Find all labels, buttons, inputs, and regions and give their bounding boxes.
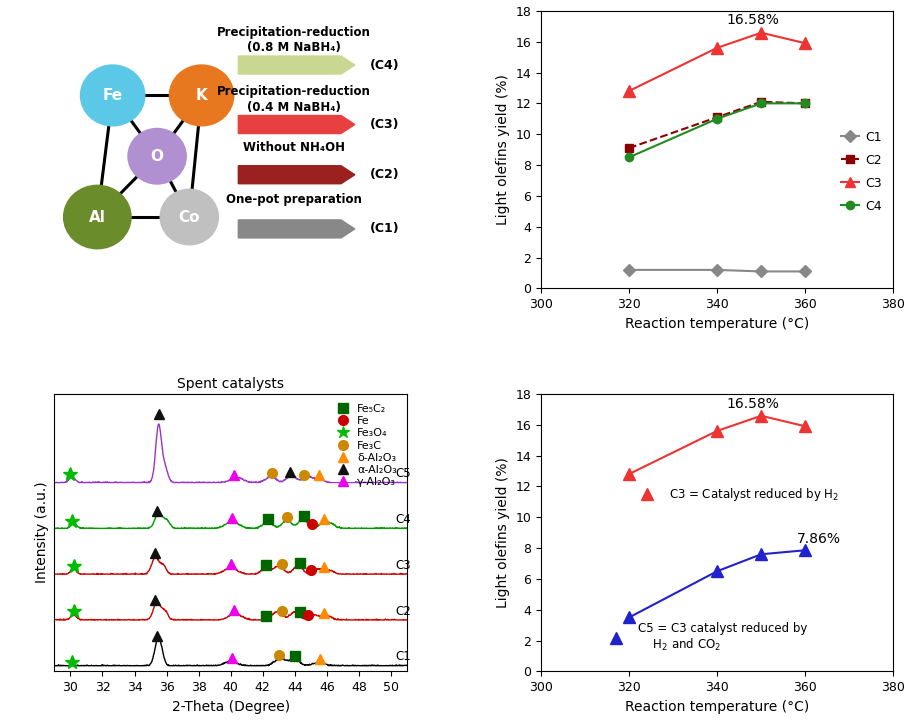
- Text: C4: C4: [395, 513, 412, 526]
- Ellipse shape: [161, 189, 219, 245]
- C4: [624, 153, 635, 162]
- Line: C3: C3: [623, 27, 811, 97]
- Text: (C3): (C3): [370, 118, 400, 131]
- Legend: C1, C2, C3, C4: C1, C2, C3, C4: [835, 126, 887, 218]
- Ellipse shape: [170, 65, 234, 126]
- Text: C1: C1: [395, 651, 412, 664]
- C1: [800, 267, 811, 276]
- Text: C5: C5: [395, 467, 412, 480]
- Ellipse shape: [128, 129, 186, 184]
- Ellipse shape: [63, 186, 131, 249]
- C3: [800, 39, 811, 48]
- Line: C4: C4: [625, 99, 809, 162]
- C3: [712, 43, 723, 52]
- X-axis label: 2-Theta (Degree): 2-Theta (Degree): [171, 700, 289, 714]
- X-axis label: Reaction temperature (°C): Reaction temperature (°C): [625, 700, 809, 714]
- Text: (C1): (C1): [370, 222, 400, 235]
- FancyArrow shape: [239, 220, 355, 238]
- Text: (0.4 M NaBH₄): (0.4 M NaBH₄): [247, 101, 340, 114]
- C2: [800, 99, 811, 108]
- C2: [712, 113, 723, 121]
- Text: 16.58%: 16.58%: [726, 13, 779, 27]
- Title: Spent catalysts: Spent catalysts: [177, 378, 284, 391]
- C4: [800, 99, 811, 108]
- Text: C2: C2: [395, 604, 412, 617]
- Text: C5 = C3 catalyst reduced by
    H$_2$ and CO$_2$: C5 = C3 catalyst reduced by H$_2$ and CO…: [638, 622, 807, 653]
- C1: [712, 266, 723, 274]
- Y-axis label: Light olefins yield (%): Light olefins yield (%): [496, 74, 510, 225]
- FancyArrow shape: [239, 56, 355, 74]
- C2: [624, 144, 635, 152]
- Text: 7.86%: 7.86%: [796, 531, 841, 546]
- Text: (C4): (C4): [370, 58, 400, 71]
- Text: K: K: [196, 88, 208, 103]
- Text: C3 = Catalyst reduced by H$_2$: C3 = Catalyst reduced by H$_2$: [668, 486, 839, 503]
- Y-axis label: Light olefins yield (%): Light olefins yield (%): [496, 457, 510, 608]
- Text: O: O: [151, 149, 163, 164]
- C4: [712, 115, 723, 123]
- Text: (0.8 M NaBH₄): (0.8 M NaBH₄): [247, 41, 340, 54]
- Text: Without NH₄OH: Without NH₄OH: [242, 141, 345, 154]
- Line: C1: C1: [625, 266, 809, 276]
- C4: [756, 99, 766, 108]
- C2: [756, 97, 766, 106]
- FancyArrow shape: [239, 116, 355, 134]
- C3: [756, 28, 766, 37]
- C3: [624, 87, 635, 95]
- Text: C3: C3: [395, 559, 412, 572]
- C1: [756, 267, 766, 276]
- Text: 16.58%: 16.58%: [726, 397, 779, 411]
- Text: (C2): (C2): [370, 168, 400, 181]
- Text: Al: Al: [89, 209, 106, 225]
- Text: One-pot preparation: One-pot preparation: [226, 193, 362, 206]
- Text: Precipitation-reduction: Precipitation-reduction: [217, 85, 370, 98]
- Legend: Fe₅C₂, Fe, Fe₃O₄, Fe₃C, δ-Al₂O₃, α-Al₂O₃, γ-Al₂O₃: Fe₅C₂, Fe, Fe₃O₄, Fe₃C, δ-Al₂O₃, α-Al₂O₃…: [327, 399, 402, 492]
- FancyArrow shape: [239, 166, 355, 183]
- Line: C2: C2: [625, 97, 809, 152]
- C1: [624, 266, 635, 274]
- Text: Fe: Fe: [102, 88, 122, 103]
- Text: Co: Co: [179, 209, 200, 225]
- Ellipse shape: [81, 65, 145, 126]
- X-axis label: Reaction temperature (°C): Reaction temperature (°C): [625, 317, 809, 331]
- Text: Precipitation-reduction: Precipitation-reduction: [217, 25, 370, 38]
- Y-axis label: Intensity (a.u.): Intensity (a.u.): [34, 482, 49, 583]
